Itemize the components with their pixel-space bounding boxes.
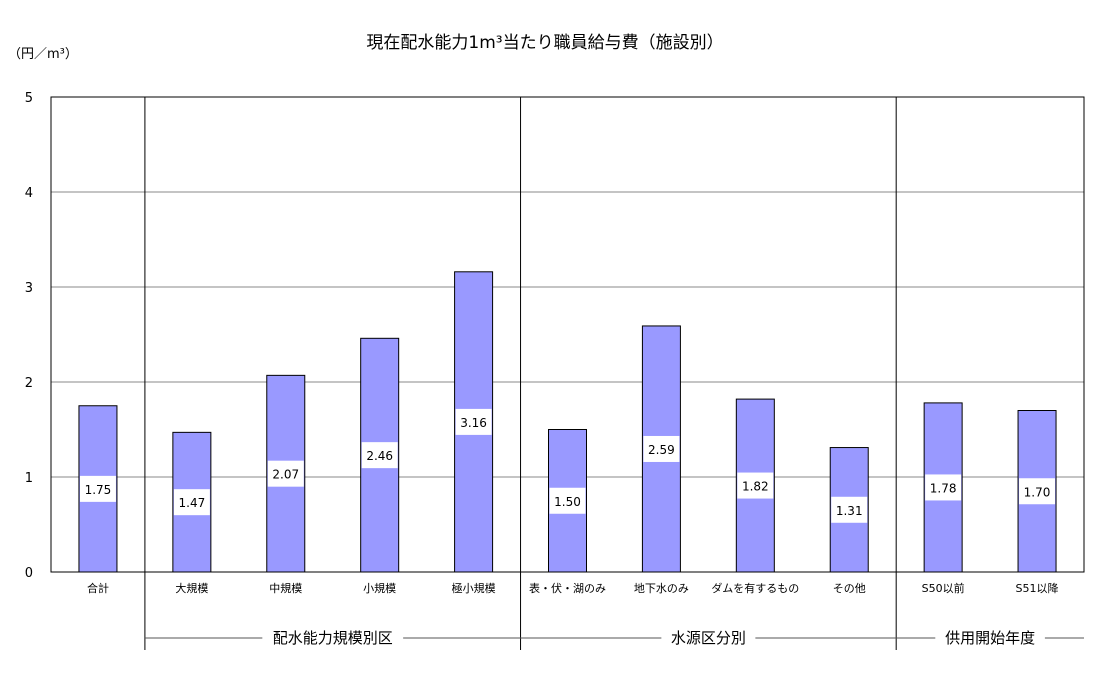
y-tick-label: 3 <box>25 281 33 296</box>
bars: 1.75 1.47 2.07 2.46 3.16 1.50 2.59 1.82 1.31 1.78… <box>78 271 1057 573</box>
data-label-box <box>925 474 962 501</box>
data-label: 3.16 <box>460 416 487 430</box>
x-tick-label: 地下水のみ <box>634 582 689 595</box>
y-tick-label: 4 <box>25 186 33 201</box>
chart-title: 現在配水能力1m³当たり職員給与費（施設別） <box>366 33 723 53</box>
data-label-box <box>643 435 680 462</box>
data-label: 1.47 <box>179 496 206 510</box>
plot-border <box>50 96 1085 573</box>
x-tick-label: その他 <box>833 582 866 595</box>
category-groups: 配水能力規模別区 水源区分別 供用開始年度 <box>144 97 1084 650</box>
data-label-box <box>267 460 304 487</box>
x-axis-ticks: 合計 大規模 中規模 小規模 極小規模 表・伏・湖のみ 地下水のみ ダムを有するもの その他 S5… <box>87 581 1059 595</box>
data-label-box <box>831 496 868 523</box>
data-label: 2.46 <box>366 449 393 463</box>
y-axis-ticks: 0 1 2 3 4 5 <box>25 91 33 581</box>
x-tick-label: 極小規模 <box>452 581 496 595</box>
data-label: 1.78 <box>930 481 957 495</box>
group-label: 供用開始年度 <box>945 629 1035 647</box>
x-tick-label: 合計 <box>87 581 109 595</box>
x-tick-label: 表・伏・湖のみ <box>529 581 606 595</box>
group-label: 水源区分別 <box>671 629 746 647</box>
data-label: 1.31 <box>836 504 863 518</box>
data-label: 1.70 <box>1024 485 1051 499</box>
x-tick-label: ダムを有するもの <box>711 581 799 595</box>
x-tick-label: 大規模 <box>175 581 208 595</box>
x-tick-label: 中規模 <box>269 581 302 595</box>
data-label: 1.75 <box>85 483 112 497</box>
data-label-box <box>361 442 398 469</box>
data-label: 2.59 <box>648 443 675 457</box>
x-tick-label: 小規模 <box>363 581 396 595</box>
data-label-box <box>549 487 586 514</box>
data-label-box <box>455 408 492 435</box>
plot-frame <box>50 96 1085 573</box>
data-label-box <box>173 489 210 516</box>
data-label-box <box>79 475 116 502</box>
y-tick-label: 2 <box>25 376 33 391</box>
data-label: 1.50 <box>554 495 581 509</box>
y-axis-unit-label: （円／m³） <box>8 47 78 62</box>
data-label: 1.82 <box>742 480 769 494</box>
group-label: 配水能力規模別区 <box>273 629 393 647</box>
y-tick-label: 0 <box>25 566 33 581</box>
x-tick-label: S50以前 <box>922 581 965 595</box>
y-tick-label: 1 <box>25 471 33 486</box>
data-label-box <box>737 472 774 499</box>
x-tick-label: S51以降 <box>1016 581 1059 595</box>
y-tick-label: 5 <box>25 91 33 106</box>
data-label: 2.07 <box>272 468 299 482</box>
data-label-box <box>1019 478 1056 505</box>
